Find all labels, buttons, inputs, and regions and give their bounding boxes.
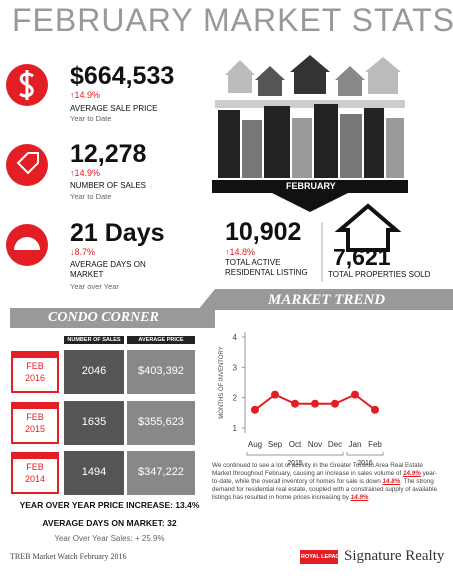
y-tick-label: 2 xyxy=(233,394,238,403)
banner-arrow xyxy=(272,193,348,212)
y-axis-label: MONTHS OF INVENTORY xyxy=(219,346,225,418)
point xyxy=(371,405,379,414)
x-group-label: 2016 xyxy=(357,460,373,467)
column-header: NUMBER OF SALES xyxy=(64,336,124,344)
row-month: FEB xyxy=(26,412,44,422)
row-price: $347,222 xyxy=(138,466,184,478)
house-icon xyxy=(334,203,402,252)
highlight: 14.9% xyxy=(350,494,369,501)
text: . The strong demand for residential real… xyxy=(212,478,438,501)
trend-chart: MONTHS OF INVENTORY 1 2 3 4 Aug Sep Oct Nov Dec Ja… xyxy=(219,332,384,467)
column-header: AVERAGE PRICE xyxy=(127,336,195,344)
point xyxy=(351,390,359,399)
x-group-bracket xyxy=(346,452,384,456)
stat-period: Year to Date xyxy=(70,192,112,201)
stat-label: NUMBER OF SALES xyxy=(70,181,147,190)
condo-table xyxy=(11,350,195,495)
y-tick-label: 1 xyxy=(233,424,238,433)
row-month: FEB xyxy=(26,462,44,472)
condo-note: AVERAGE DAYS ON MARKET: 32 xyxy=(42,518,177,528)
summary-paragraph: We continued to see a lot of activity in… xyxy=(212,462,440,502)
row-price: $403,392 xyxy=(138,365,184,377)
stat-change: ↑14.9% xyxy=(70,90,101,100)
footer-office: Signature Realty xyxy=(344,548,445,564)
stat-value: 12,278 xyxy=(70,140,147,168)
row-price: $355,623 xyxy=(138,416,184,428)
title: FEBRUARY MARKET STATS xyxy=(12,2,453,38)
houses-illustration xyxy=(215,55,405,178)
text: We continued to see a lot of activity in… xyxy=(212,462,423,477)
stat-value: $664,533 xyxy=(70,62,175,90)
banner-label: FEBRUARY xyxy=(286,181,336,191)
footer-source: TREB Market Watch February 2016 xyxy=(10,552,127,561)
stat-value: 21 Days xyxy=(70,219,165,247)
banner-bar xyxy=(212,180,408,193)
footer-brand: ROYAL LEPAGE xyxy=(301,554,344,560)
listings-value: 10,902 xyxy=(225,218,302,246)
sales-icon xyxy=(6,144,48,186)
row-month: FEB xyxy=(26,361,44,371)
x-group-label: 2015 xyxy=(287,460,303,467)
sold-value: 7,621 xyxy=(333,244,391,270)
logo-box xyxy=(300,550,338,564)
point xyxy=(331,399,339,408)
stat-period: Year to Date xyxy=(70,114,112,123)
row-year: 2014 xyxy=(24,474,46,484)
x-group-bracket xyxy=(246,452,344,456)
listings-label: TOTAL ACTIVE RESIDENTAL LISTING xyxy=(225,258,308,277)
x-tick-label: Nov xyxy=(308,440,322,449)
stat-period: Year over Year xyxy=(70,282,119,291)
condo-note: YEAR OVER YEAR PRICE INCREASE: 13.4% xyxy=(19,500,200,510)
x-tick-label: Oct xyxy=(289,440,302,449)
sold-label: TOTAL PROPERTIES SOLD xyxy=(328,270,431,279)
point xyxy=(311,399,319,408)
condo-note: Year Over Year Sales: + 25.9% xyxy=(54,534,165,543)
x-tick-label: Feb xyxy=(368,440,382,449)
trend-title: MARKET TREND xyxy=(268,292,386,308)
x-tick-label: Jan xyxy=(349,440,362,449)
text: . xyxy=(368,494,371,501)
y-tick-label: 3 xyxy=(233,363,238,372)
stat-label: AVERAGE SALE PRICE xyxy=(70,104,158,113)
dollar-glyph xyxy=(19,70,34,100)
trend-banner xyxy=(198,289,453,310)
row-sales: 1635 xyxy=(81,416,107,428)
listings-change: ↑14.8% xyxy=(225,247,256,257)
stat-change: ↑14.9% xyxy=(70,168,101,178)
stat-label: AVERAGE DAYS ON MARKET xyxy=(70,260,146,279)
x-tick-label: Sep xyxy=(268,440,283,449)
x-tick-label: Aug xyxy=(248,440,262,449)
sun-glyph xyxy=(14,237,40,250)
point xyxy=(291,399,299,408)
y-tick-label: 4 xyxy=(233,333,238,342)
condo-banner xyxy=(10,308,215,328)
point xyxy=(251,405,259,414)
row-year: 2015 xyxy=(24,424,46,434)
tag-glyph xyxy=(16,152,39,175)
condo-title: CONDO CORNER xyxy=(48,310,159,325)
row-year: 2016 xyxy=(24,373,46,383)
text: year-to-date, while the overall inventor… xyxy=(212,470,437,485)
row-sales: 2046 xyxy=(81,365,107,377)
stat-change: ↓8.7% xyxy=(70,247,96,257)
highlight: 14.8% xyxy=(382,478,401,485)
row-sales: 1494 xyxy=(81,466,107,478)
x-tick-label: Dec xyxy=(328,440,342,449)
point xyxy=(271,390,279,399)
highlight: 14.9% xyxy=(403,470,421,477)
